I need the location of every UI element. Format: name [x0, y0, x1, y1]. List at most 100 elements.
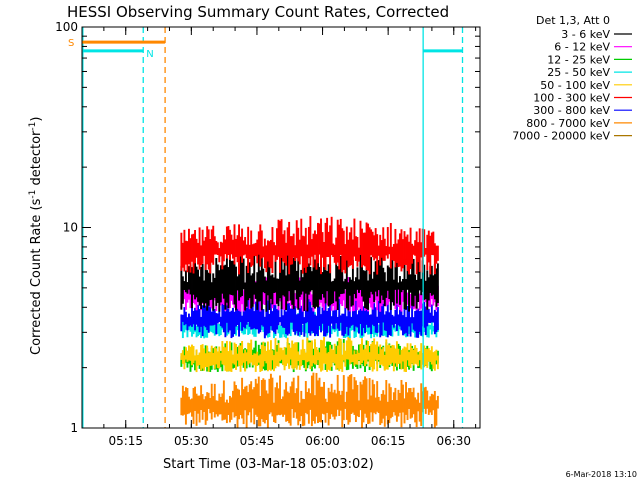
series-0-mark — [259, 395, 262, 427]
series-2-mark — [219, 353, 222, 361]
series-1-mark — [289, 356, 292, 366]
series-7-mark — [259, 224, 262, 267]
series-2-mark — [385, 339, 388, 370]
series-0-mark — [332, 392, 335, 417]
series-6-mark — [426, 270, 429, 310]
series-4-mark — [362, 306, 365, 328]
series-0-mark — [298, 402, 301, 422]
series-6-mark — [389, 259, 392, 311]
series-3-mark — [280, 324, 283, 338]
series-0-mark — [385, 379, 388, 416]
series-5-mark — [359, 278, 362, 309]
series-7-mark — [273, 242, 275, 256]
series-5-mark — [188, 288, 190, 300]
series-2-mark — [304, 352, 307, 370]
series-4-mark — [403, 299, 406, 334]
series-6-mark — [194, 260, 196, 300]
series-0-mark — [323, 381, 326, 415]
series-5-mark — [263, 289, 266, 305]
series-6-mark — [241, 259, 244, 296]
series-4-mark — [303, 317, 306, 337]
series-7-mark — [269, 239, 272, 269]
series-0-mark — [297, 375, 300, 426]
series-4-mark — [312, 297, 315, 334]
series-7-mark — [203, 240, 206, 256]
series-7-mark — [292, 233, 295, 258]
series-7-mark — [354, 236, 357, 261]
series-4-mark — [415, 302, 418, 338]
series-4-mark — [238, 306, 241, 337]
series-4-mark — [194, 307, 196, 331]
series-2-mark — [365, 344, 368, 365]
series-6-mark — [279, 253, 281, 299]
series-5-mark — [371, 286, 374, 310]
series-6-mark — [244, 282, 247, 311]
series-1-mark — [265, 356, 268, 371]
series-4-mark — [350, 316, 353, 326]
series-4-mark — [418, 311, 421, 332]
series-0-mark — [361, 384, 363, 428]
series-5-mark — [326, 286, 329, 306]
series-0-mark — [248, 384, 251, 413]
series-2-mark — [280, 347, 283, 360]
series-7-mark — [291, 236, 294, 265]
series-7-mark — [333, 244, 336, 263]
series-7-mark — [368, 227, 371, 275]
chart-title: HESSI Observing Summary Count Rates, Cor… — [67, 3, 449, 21]
series-6-mark — [403, 259, 406, 310]
series-7-mark — [241, 228, 244, 263]
series-2-mark — [409, 343, 412, 368]
series-6-mark — [286, 249, 289, 302]
series-0-mark — [397, 389, 400, 417]
series-0-mark — [383, 394, 386, 427]
series-2-mark — [286, 337, 289, 364]
series-6-mark — [395, 261, 398, 304]
series-7-mark — [225, 226, 228, 259]
series-0-mark — [356, 384, 359, 417]
series-2-mark — [310, 340, 313, 367]
series-7-mark — [341, 228, 344, 273]
series-7-mark — [285, 242, 288, 266]
series-4-mark — [424, 306, 427, 336]
series-2-mark — [239, 345, 242, 372]
series-7-mark — [222, 235, 225, 262]
series-6-mark — [429, 266, 432, 294]
series-2-mark — [383, 354, 386, 371]
series-3-mark — [339, 320, 342, 331]
series-2-mark — [348, 338, 351, 365]
series-6-mark — [420, 278, 423, 296]
series-4-mark — [253, 311, 256, 329]
series-7-mark — [320, 218, 322, 275]
series-3-mark — [397, 315, 400, 336]
series-4-mark — [247, 298, 250, 323]
series-6-mark — [181, 276, 184, 304]
series-6-mark — [292, 257, 295, 310]
series-2-mark — [417, 354, 420, 367]
series-4-mark — [236, 300, 239, 325]
series-7-mark — [233, 224, 236, 265]
series-6-mark — [345, 255, 348, 309]
series-0-mark — [280, 398, 283, 415]
x-tick-label-4: 06:15 — [371, 434, 406, 448]
series-7-mark — [335, 237, 338, 265]
series-6-mark — [269, 275, 272, 299]
series-2-mark — [247, 342, 250, 365]
series-0-mark — [191, 398, 193, 417]
series-0-mark — [224, 402, 227, 420]
series-1-mark — [429, 355, 432, 370]
series-5-mark — [386, 287, 389, 305]
series-7-mark — [307, 226, 310, 259]
series-7-mark — [263, 238, 266, 269]
series-0-mark — [303, 399, 306, 426]
series-6-mark — [356, 267, 359, 290]
series-4-mark — [210, 311, 213, 326]
series-6-mark — [295, 270, 298, 300]
series-0-mark — [395, 400, 398, 422]
series-7-mark — [268, 241, 271, 268]
series-0-mark — [306, 391, 309, 415]
series-3-mark — [426, 318, 429, 338]
series-2-mark — [227, 351, 230, 372]
series-2-mark — [430, 346, 433, 365]
series-2-mark — [263, 346, 266, 362]
series-3-mark — [430, 318, 433, 335]
